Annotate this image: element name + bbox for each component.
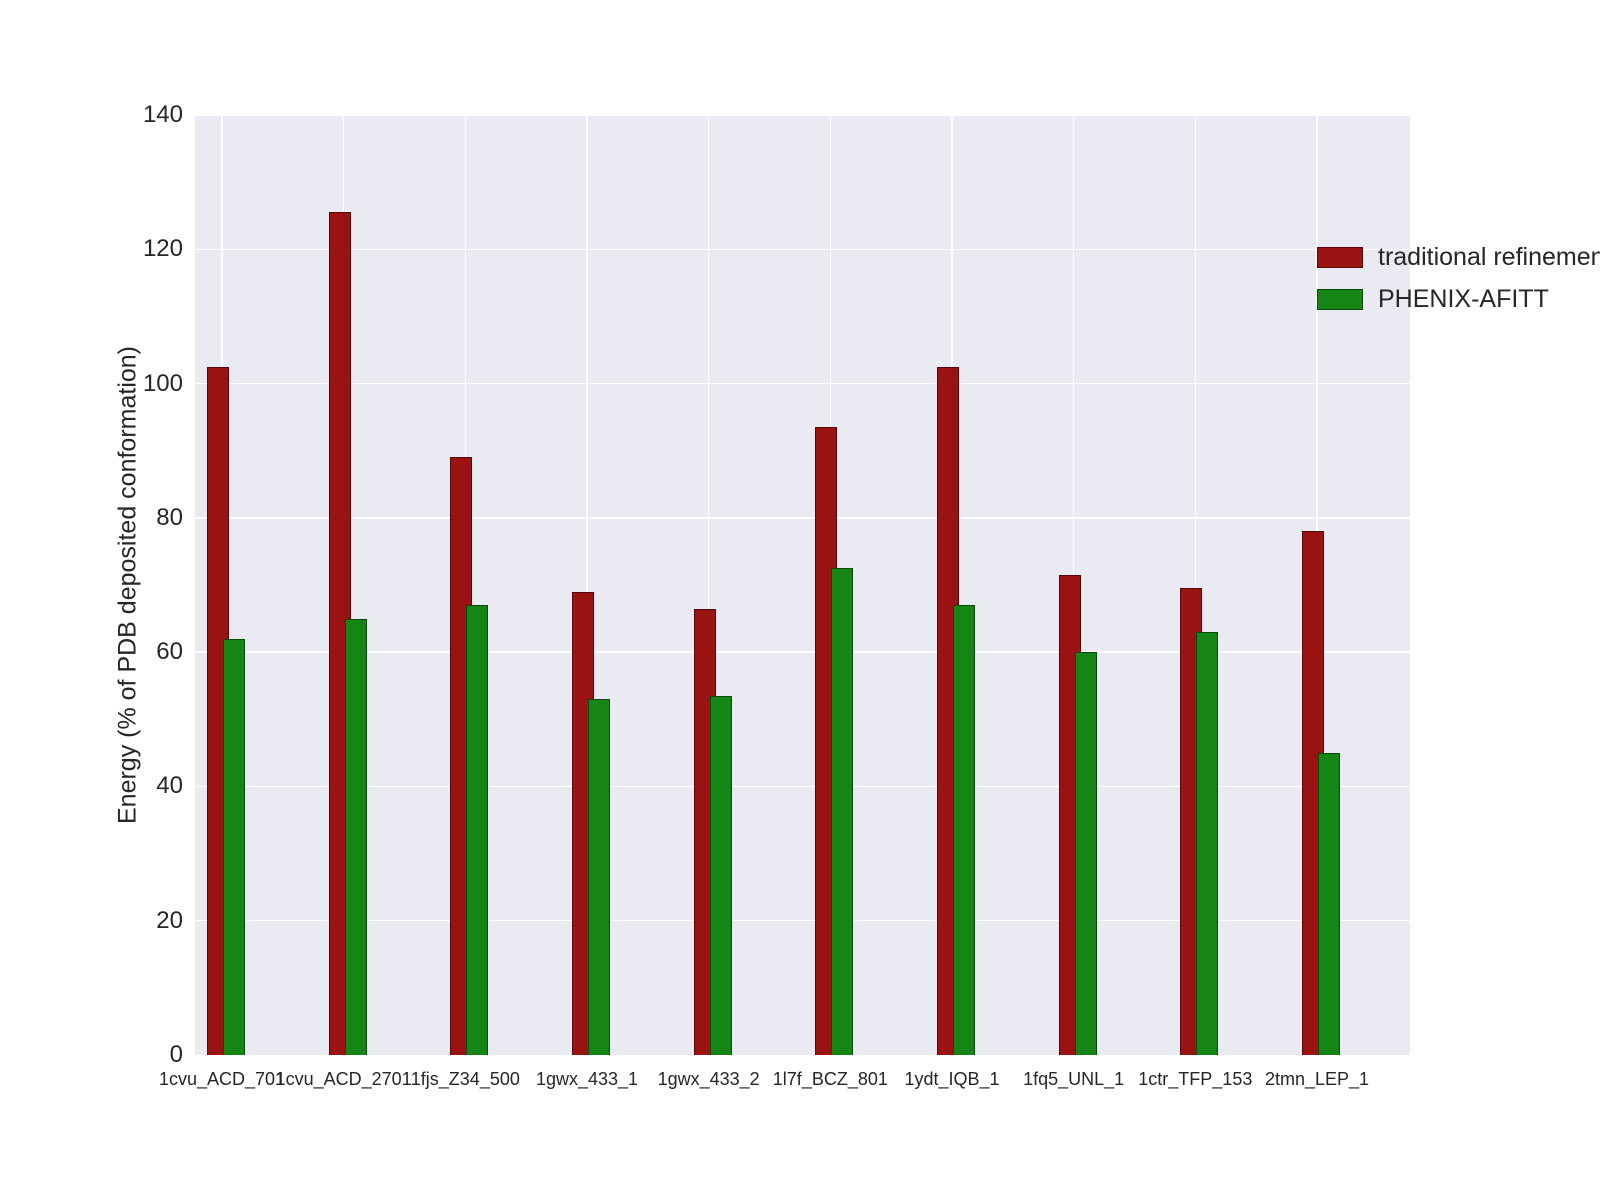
legend-label-phenix: PHENIX-AFITT — [1378, 285, 1549, 313]
legend-swatch-phenix — [1317, 289, 1363, 310]
x-tick-label: 1cvu_ACD_2701 — [275, 1069, 412, 1089]
gridline-horizontal — [195, 248, 1410, 251]
gridline-vertical — [707, 115, 710, 1055]
legend-item-phenix: PHENIX-AFITT — [1317, 285, 1600, 314]
y-tick-label: 120 — [142, 235, 183, 263]
gridline-horizontal — [195, 651, 1410, 653]
bar-phenix-afitt — [1196, 632, 1219, 1055]
legend-label-traditional: traditional refinement — [1378, 243, 1600, 271]
y-axis-label: Energy (% of PDB deposited conformation) — [113, 345, 142, 825]
bar-phenix-afitt — [587, 699, 610, 1055]
x-tick-label: 1gwx_433_1 — [535, 1069, 639, 1089]
gridline-vertical — [586, 115, 588, 1055]
y-tick-label: 100 — [142, 369, 183, 397]
gridline-horizontal — [195, 517, 1410, 519]
legend: traditional refinement PHENIX-AFITT — [1317, 243, 1600, 327]
bar-phenix-afitt — [952, 605, 975, 1055]
bar-phenix-afitt — [709, 695, 732, 1055]
legend-swatch-traditional — [1317, 247, 1363, 268]
x-tick-label: 1ctr_TFP_153 — [1138, 1069, 1253, 1089]
bar-phenix-afitt — [1317, 752, 1340, 1055]
bar-phenix-afitt — [466, 605, 489, 1055]
x-tick-label: 1l7f_BCZ_801 — [772, 1069, 888, 1089]
gridline-horizontal — [195, 382, 1410, 385]
x-tick-label: 2tmn_LEP_1 — [1264, 1069, 1370, 1089]
legend-item-traditional: traditional refinement — [1317, 243, 1600, 272]
plot-area: traditional refinement PHENIX-AFITT — [195, 114, 1600, 1055]
gridline-vertical — [1194, 115, 1197, 1055]
y-tick-label: 80 — [156, 503, 183, 531]
gridline-horizontal — [195, 785, 1410, 788]
x-tick-label: 1cvu_ACD_701 — [158, 1069, 286, 1089]
bar-phenix-afitt — [1074, 652, 1097, 1055]
bar-phenix-afitt — [344, 618, 367, 1055]
y-tick-label: 20 — [156, 906, 183, 934]
y-tick-label: 140 — [142, 101, 183, 128]
bar-phenix-afitt — [223, 638, 245, 1055]
gridline-horizontal — [195, 114, 1410, 116]
x-tick-label: 1ydt_IQB_1 — [904, 1069, 1000, 1089]
x-tick-label: 1fjs_Z34_500 — [410, 1069, 520, 1089]
x-tick-label: 1fq5_UNL_1 — [1023, 1069, 1125, 1089]
bar-phenix-afitt — [831, 568, 854, 1055]
gridline-horizontal — [195, 919, 1410, 922]
y-tick-label: 60 — [156, 638, 183, 666]
x-tick-label: 1gwx_433_2 — [657, 1069, 760, 1089]
y-tick-label: 40 — [156, 772, 183, 800]
y-tick-label: 0 — [169, 1041, 183, 1068]
